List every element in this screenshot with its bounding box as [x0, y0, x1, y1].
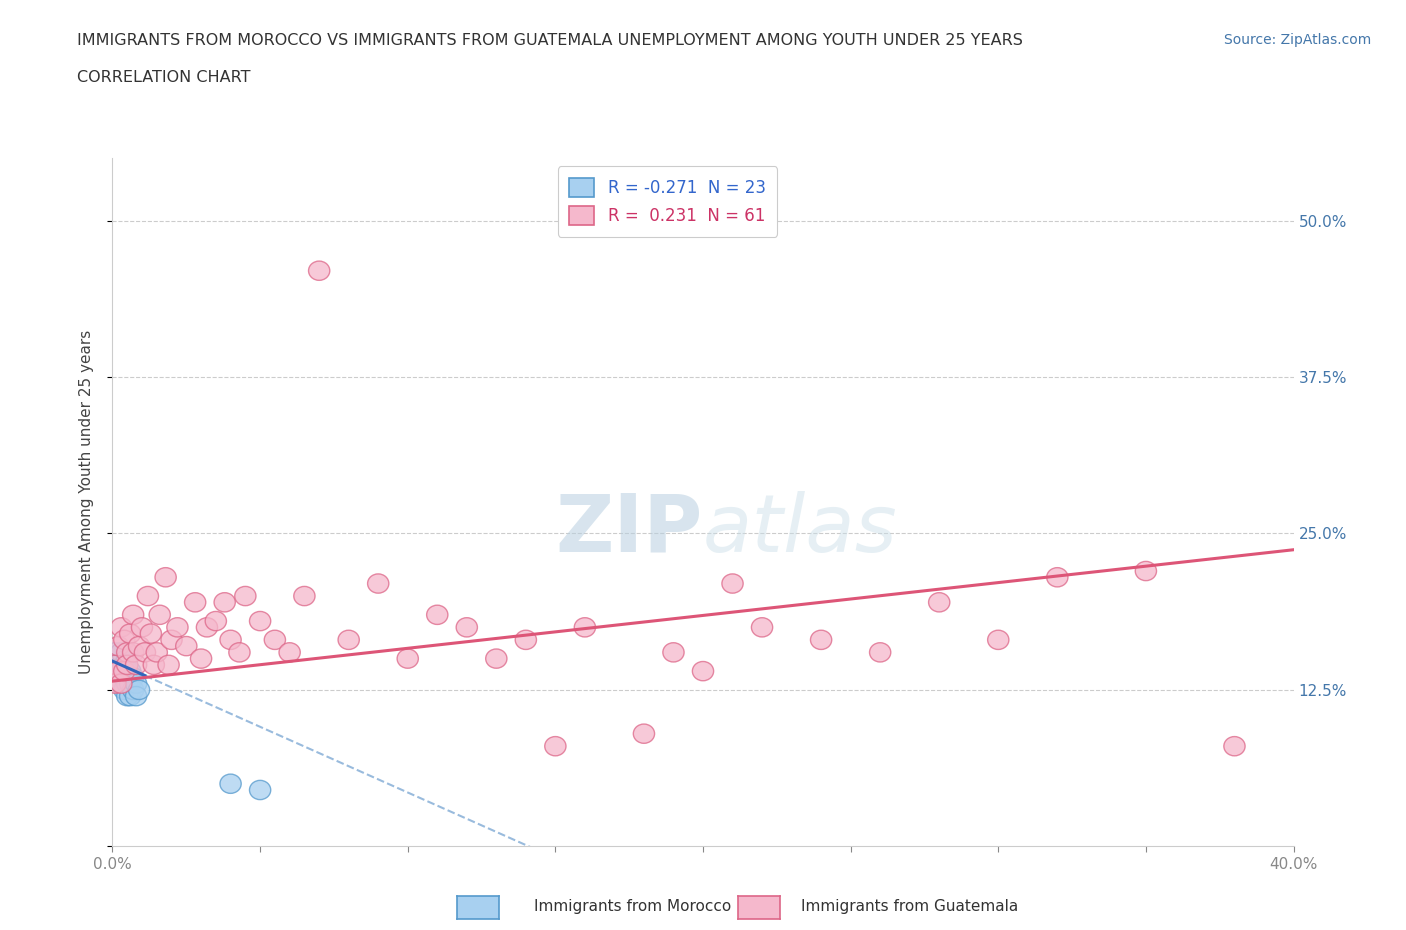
Text: Source: ZipAtlas.com: Source: ZipAtlas.com — [1223, 33, 1371, 46]
Text: IMMIGRANTS FROM MOROCCO VS IMMIGRANTS FROM GUATEMALA UNEMPLOYMENT AMONG YOUTH UN: IMMIGRANTS FROM MOROCCO VS IMMIGRANTS FR… — [77, 33, 1024, 47]
Text: ZIP: ZIP — [555, 491, 703, 569]
Text: Immigrants from Guatemala: Immigrants from Guatemala — [801, 899, 1019, 914]
Y-axis label: Unemployment Among Youth under 25 years: Unemployment Among Youth under 25 years — [79, 330, 94, 674]
Text: CORRELATION CHART: CORRELATION CHART — [77, 70, 250, 85]
Text: Immigrants from Morocco: Immigrants from Morocco — [534, 899, 731, 914]
Text: atlas: atlas — [703, 491, 898, 569]
Legend: R = -0.271  N = 23, R =  0.231  N = 61: R = -0.271 N = 23, R = 0.231 N = 61 — [558, 166, 778, 236]
